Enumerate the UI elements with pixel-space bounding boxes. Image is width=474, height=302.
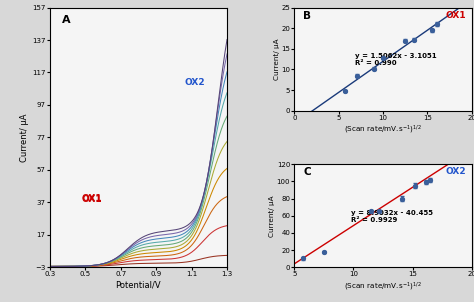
Text: A: A <box>62 15 71 25</box>
Y-axis label: Current/ μA: Current/ μA <box>20 113 29 162</box>
Y-axis label: Current/ μA: Current/ μA <box>269 195 275 236</box>
Text: OX1: OX1 <box>82 195 102 204</box>
Text: B: B <box>303 11 311 21</box>
X-axis label: (Scan rate/mV.s$^{-1}$)$^{1/2}$: (Scan rate/mV.s$^{-1}$)$^{1/2}$ <box>344 124 422 136</box>
Text: OX2: OX2 <box>184 79 205 88</box>
Text: y = 8.9032x - 40.455
R² = 0.9929: y = 8.9032x - 40.455 R² = 0.9929 <box>351 210 433 223</box>
Y-axis label: Current/ μA: Current/ μA <box>274 38 280 80</box>
Text: OX1: OX1 <box>446 11 466 20</box>
X-axis label: Potential/V: Potential/V <box>116 280 161 289</box>
Text: C: C <box>303 167 311 177</box>
Text: OX2: OX2 <box>446 167 466 176</box>
X-axis label: (Scan rate/mV.s$^{-1}$)$^{1/2}$: (Scan rate/mV.s$^{-1}$)$^{1/2}$ <box>344 280 422 293</box>
Text: y = 1.5062x - 3.1051
R² = 0.990: y = 1.5062x - 3.1051 R² = 0.990 <box>355 53 436 66</box>
Text: OX1: OX1 <box>82 194 102 203</box>
